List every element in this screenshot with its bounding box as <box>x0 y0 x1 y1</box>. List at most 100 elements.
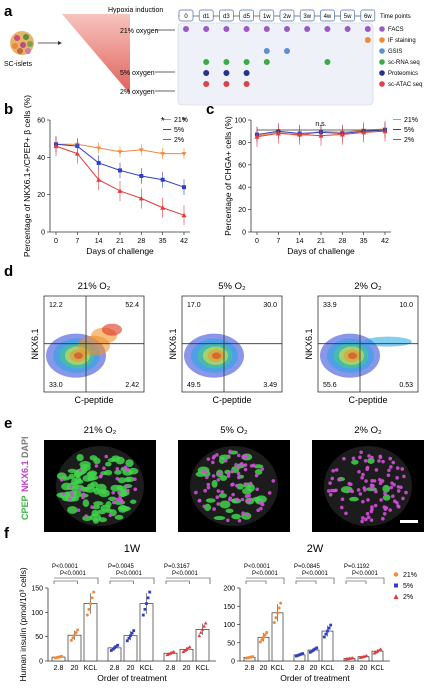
cpep-signal <box>79 466 88 474</box>
data-point <box>203 621 208 625</box>
data-point <box>186 646 190 650</box>
p-value: P<0.0001 <box>52 564 79 570</box>
nkx61-signal <box>211 456 216 460</box>
data-point <box>138 195 144 201</box>
assay-dot <box>243 70 250 76</box>
assay-dot <box>263 59 270 65</box>
timepoint-label: 0 <box>184 14 188 20</box>
nkx61-signal <box>243 463 248 467</box>
nkx61-signal <box>370 479 374 483</box>
y-tick-label: 60 <box>37 118 45 125</box>
nkx61-signal <box>389 465 393 469</box>
nkx61-signal <box>378 481 383 486</box>
data-point <box>146 596 150 600</box>
p-value: P<0.0001 <box>116 571 143 577</box>
x-tick-label: KCL <box>84 665 98 672</box>
label-nkx61: NKX6.1 <box>20 460 30 492</box>
timepoint-box <box>279 9 295 22</box>
nkx61-signal <box>366 498 370 502</box>
nkx61-signal <box>356 488 361 492</box>
assay-legend-dot <box>379 70 385 76</box>
data-point <box>277 606 281 610</box>
nkx61-signal <box>267 491 272 495</box>
nkx61-signal <box>395 500 399 505</box>
data-point <box>294 654 298 658</box>
y-tick-label: 100 <box>234 118 246 125</box>
data-point <box>181 649 186 654</box>
flow-plot-title: 2% O₂ <box>354 281 382 292</box>
legend-marker <box>393 594 399 599</box>
p-bracket <box>346 577 385 584</box>
x-axis-label: Order of treatment <box>280 673 350 683</box>
panel-label-f: f <box>4 525 10 542</box>
hypoxia-gradient-triangle <box>62 14 130 94</box>
nkx61-signal <box>361 516 365 520</box>
nkx61-signal <box>206 485 211 490</box>
y-tick-label: 80 <box>238 140 246 147</box>
data-point <box>92 590 96 594</box>
nkx61-signal <box>206 482 211 487</box>
nkx61-signal <box>330 488 334 493</box>
nkx61-signal <box>237 475 241 480</box>
p-value: P<0.0001 <box>60 571 87 577</box>
sc-islets-label: SC-islets <box>4 61 33 68</box>
quadrant-value: 49.5 <box>187 382 201 389</box>
p-value: P<0.0001 <box>302 571 329 577</box>
cpep-signal <box>76 453 84 462</box>
legend-label: 21% <box>404 117 418 124</box>
cpep-signal <box>125 459 134 468</box>
x-tick-label: 0 <box>54 238 58 245</box>
nkx61-signal <box>349 482 353 487</box>
quadrant-value: 30.0 <box>263 302 277 309</box>
data-point <box>117 188 123 193</box>
nkx61-signal <box>358 455 362 460</box>
nkx61-signal <box>369 518 374 522</box>
nkx61-signal <box>395 466 400 470</box>
timepoint-box <box>219 9 234 22</box>
cpep-signal <box>225 508 234 514</box>
assay-legend-label: FACS <box>388 27 404 33</box>
nkx61-signal <box>260 502 265 507</box>
p-bracket <box>295 580 317 584</box>
data-point <box>315 646 319 650</box>
assay-dot <box>263 48 270 54</box>
nkx61-signal <box>223 458 228 463</box>
nkx61-signal <box>404 490 408 495</box>
islet-outline <box>190 446 278 526</box>
x-tick-label: 2.8 <box>166 665 176 672</box>
nkx61-signal <box>235 483 239 488</box>
condition-arrows <box>155 29 175 92</box>
legend-label: 2% <box>174 137 184 144</box>
nkx61-signal <box>111 490 116 495</box>
assay-dot <box>364 26 371 32</box>
assay-dot <box>203 70 210 76</box>
x-tick-label: 21 <box>116 238 124 245</box>
x-tick-label: 7 <box>276 238 280 245</box>
nkx61-signal <box>228 449 232 454</box>
cpep-signal <box>104 469 113 476</box>
x-tick-label: 2.8 <box>295 665 305 672</box>
x-tick-label: 2.8 <box>345 665 355 672</box>
nkx61-signal <box>382 511 387 516</box>
panel-label-c: c <box>206 101 214 118</box>
assay-dot <box>344 26 351 32</box>
data-point <box>183 648 187 652</box>
y-tick-label: 100 <box>31 610 43 617</box>
x-tick-label: 20 <box>260 665 268 672</box>
nkx61-signal <box>211 460 215 465</box>
label-dapi: DAPI <box>20 436 30 458</box>
nkx61-signal <box>241 511 245 515</box>
cpep-signal <box>129 499 137 504</box>
nkx61-signal <box>374 468 379 472</box>
chart-b: 0 20 40 60 0 7 14 21 28 35 42 Days of challenge Perc… <box>22 95 190 257</box>
nkx61-signal <box>342 456 346 461</box>
legend-label: 5% <box>174 127 184 134</box>
x-axis-label: Days of challenge <box>86 246 154 256</box>
p-value: P=0.1192 <box>344 564 370 570</box>
timepoint-label: 4w <box>324 14 332 20</box>
nkx61-signal <box>364 479 368 483</box>
cpep-signal <box>115 456 125 465</box>
data-point <box>182 185 186 190</box>
nkx61-signal <box>215 453 219 457</box>
nkx61-signal <box>360 475 364 480</box>
